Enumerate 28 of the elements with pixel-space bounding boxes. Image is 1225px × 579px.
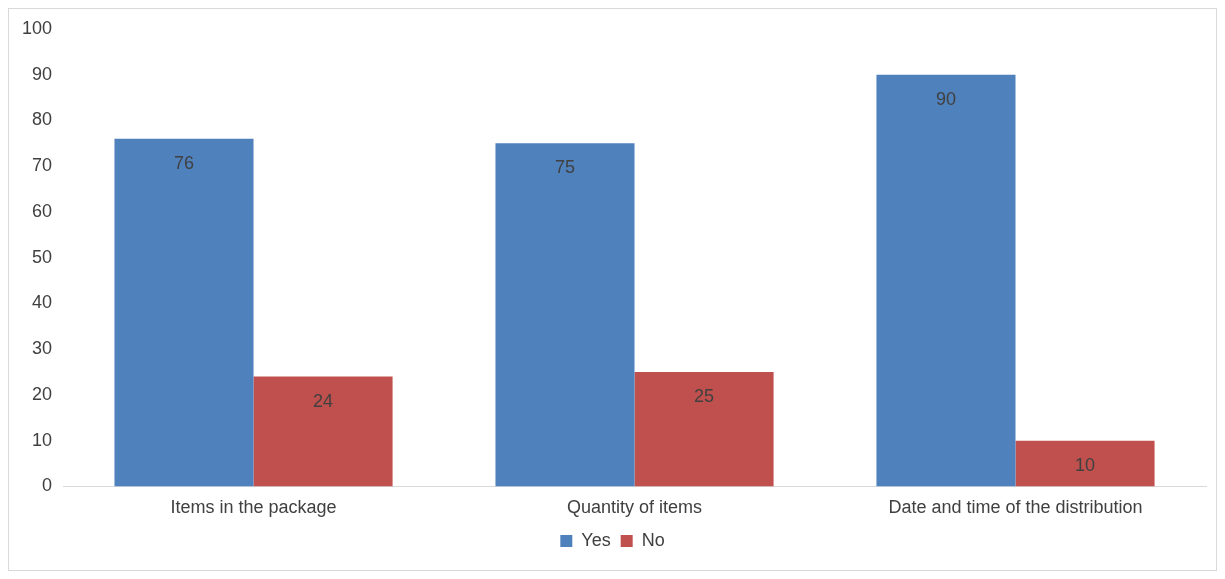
y-tick-label: 80: [32, 109, 53, 130]
bar: [876, 74, 1016, 487]
x-tick-label: Quantity of items: [566, 497, 703, 518]
bar: [1015, 440, 1155, 487]
y-tick-label: 40: [32, 292, 53, 313]
bar: [114, 138, 254, 487]
data-label: 24: [313, 390, 334, 411]
bar: [634, 372, 774, 487]
y-tick-label: 100: [21, 17, 53, 38]
y-tick-label: 20: [32, 383, 53, 404]
y-tick-label: 70: [32, 155, 53, 176]
y-tick-label: 10: [32, 429, 53, 450]
data-label: 25: [694, 386, 715, 407]
y-tick-label: 50: [32, 246, 53, 267]
data-label: 90: [935, 88, 956, 109]
bar: [495, 143, 635, 487]
y-tick-label: 90: [32, 63, 53, 84]
x-tick-label: Items in the package: [170, 497, 337, 518]
data-label: 76: [173, 152, 195, 173]
bar: [253, 376, 393, 487]
legend-label: No: [641, 529, 665, 550]
y-tick-label: 0: [42, 475, 53, 496]
data-label: 75: [554, 157, 575, 178]
legend-label: Yes: [581, 529, 611, 550]
data-label: 10: [1075, 454, 1096, 475]
x-tick-label: Date and time of the distribution: [888, 497, 1143, 518]
y-tick-label: 30: [32, 338, 53, 359]
y-tick-label: 60: [32, 200, 53, 221]
